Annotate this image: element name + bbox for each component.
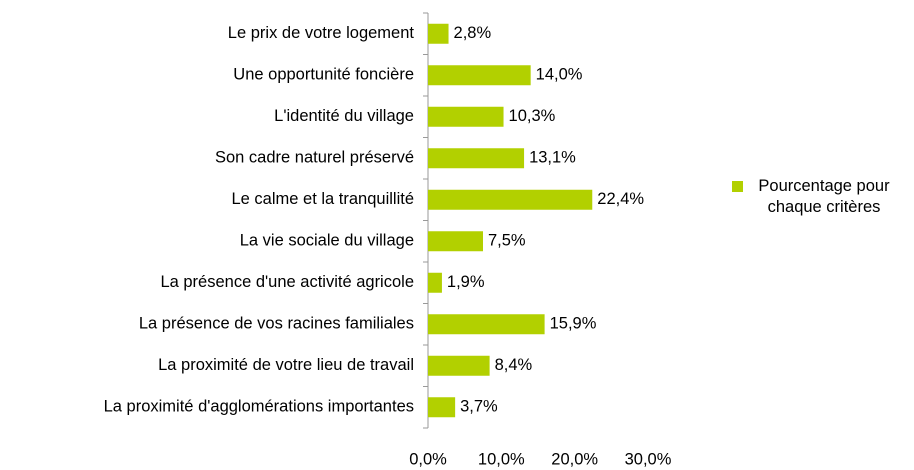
y-tick-label: Le calme et la tranquillité [231,190,414,208]
bar [428,189,593,210]
legend: Pourcentage pour chaque critères [732,176,902,218]
value-label: 15,9% [550,315,597,333]
y-tick-label: Une opportunité foncière [233,66,414,84]
y-tick-label: Son cadre naturel préservé [215,149,414,167]
x-tick-label: 0,0% [409,450,447,468]
y-tick-label: La proximité d'agglomérations importante… [104,398,414,416]
bar [428,65,531,86]
y-tick-label: Le prix de votre logement [228,24,415,42]
legend-label: Pourcentage pour chaque critères [758,177,890,216]
value-label: 22,4% [597,190,644,208]
value-label: 8,4% [495,356,533,374]
y-tick-label: La proximité de votre lieu de travail [158,356,414,374]
bar [428,355,490,376]
legend-swatch [732,181,743,192]
bar [428,148,525,169]
bar [428,272,442,293]
x-tick-label: 30,0% [625,450,672,468]
value-label: 2,8% [454,24,492,42]
bar [428,314,545,335]
value-label: 13,1% [529,149,576,167]
value-label: 14,0% [536,66,583,84]
y-tick-label: La présence de vos racines familiales [139,315,414,333]
x-tick-label: 10,0% [478,450,525,468]
value-label: 3,7% [460,398,498,416]
x-tick-label: 20,0% [551,450,598,468]
value-label: 10,3% [509,107,556,125]
bar [428,231,483,252]
y-tick-label: La vie sociale du village [240,232,414,250]
bar [428,106,504,127]
value-label: 7,5% [488,232,526,250]
bar [428,23,449,44]
y-tick-label: La présence d'une activité agricole [160,273,414,291]
y-tick-label: L'identité du village [274,107,414,125]
value-label: 1,9% [447,273,485,291]
bar [428,397,456,418]
